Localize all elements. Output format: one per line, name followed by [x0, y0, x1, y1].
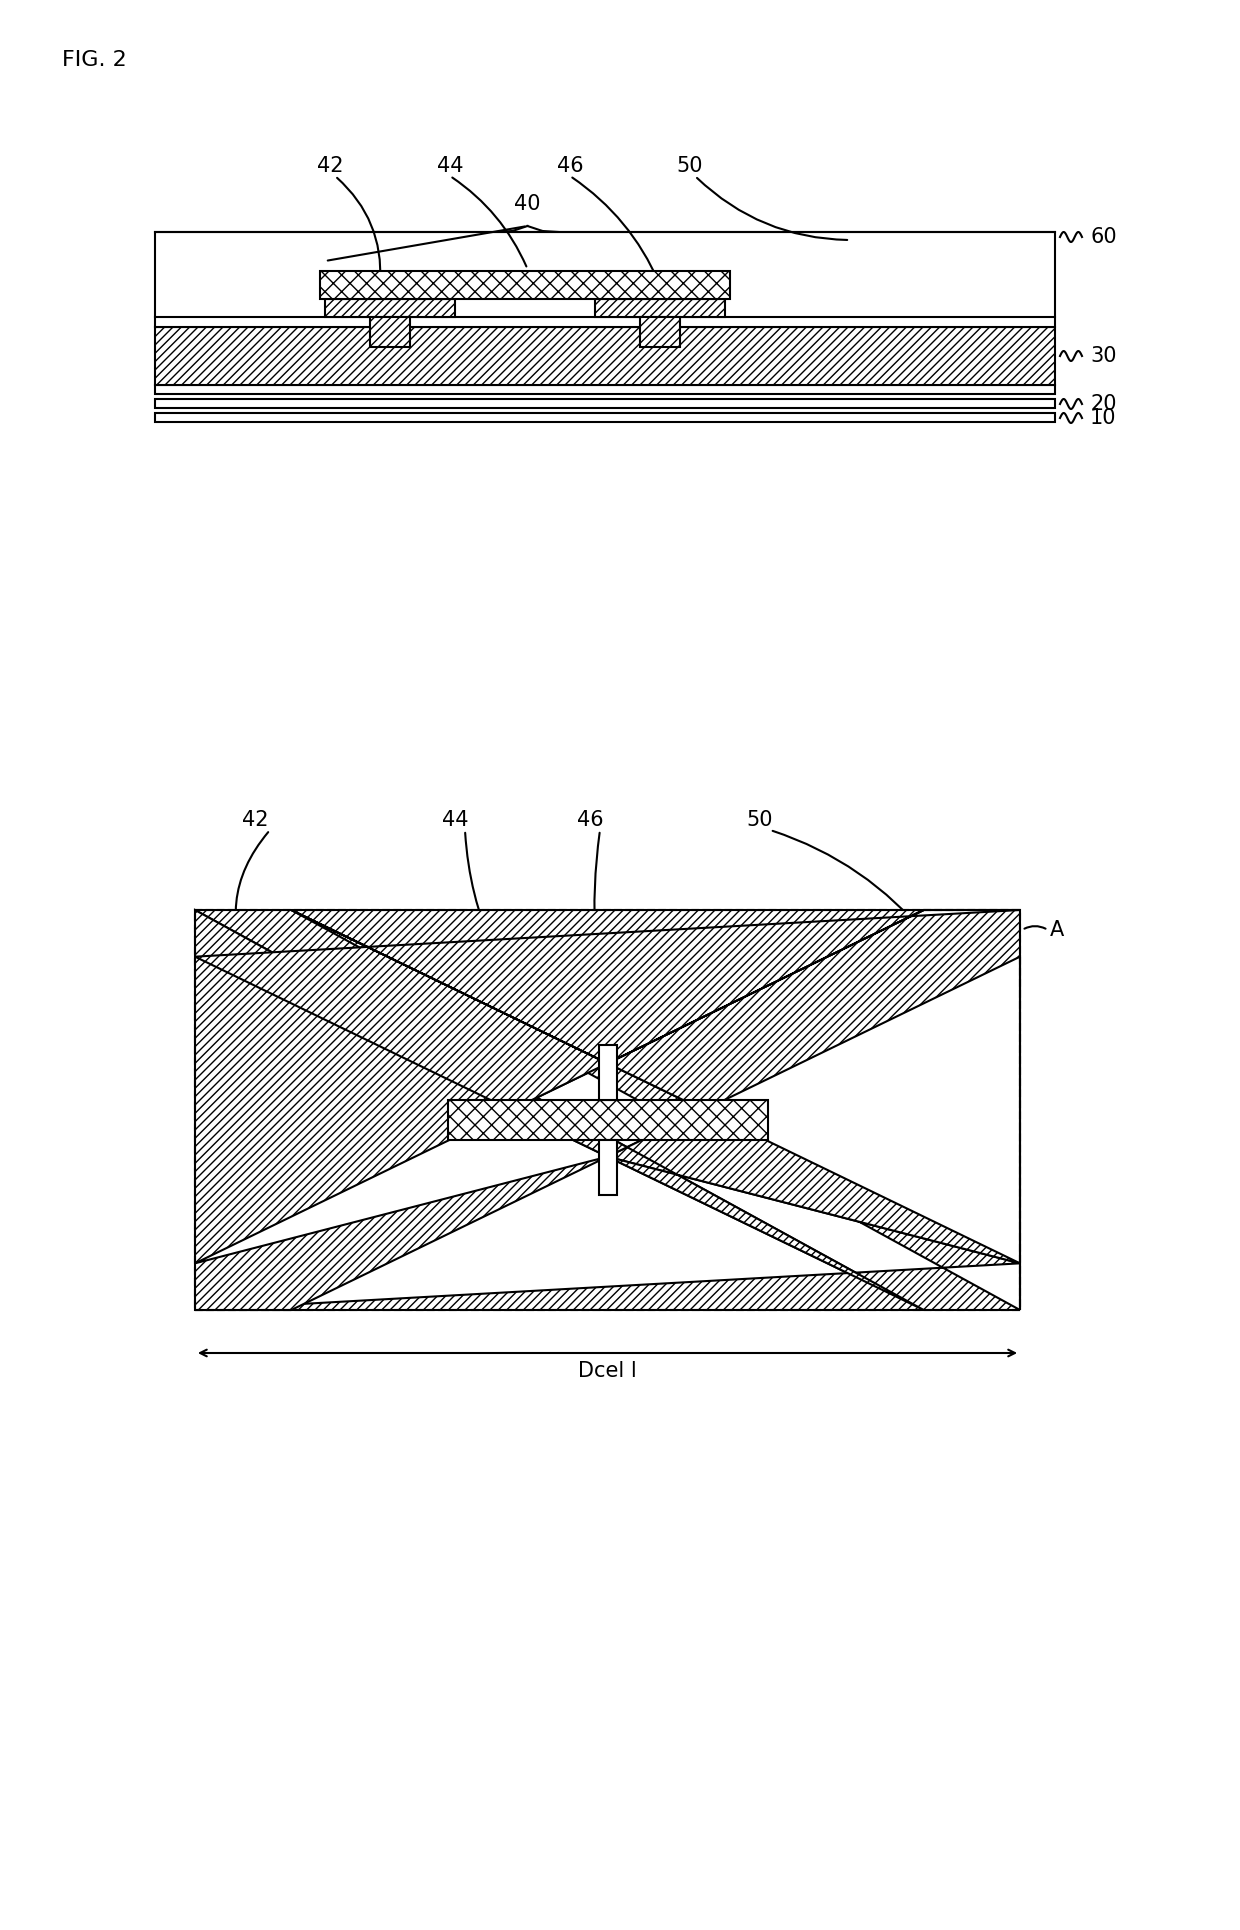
Bar [155, 400, 1055, 407]
Polygon shape [195, 911, 1021, 1310]
Bar [195, 911, 1021, 1310]
Text: FIG. 2: FIG. 2 [62, 50, 126, 69]
Bar [370, 317, 410, 347]
Text: 46: 46 [557, 156, 583, 176]
Bar [599, 1044, 616, 1100]
Bar [155, 384, 1055, 394]
Polygon shape [195, 911, 1021, 1310]
Text: FIG. 3: FIG. 3 [62, 849, 126, 870]
Bar [595, 299, 725, 317]
Text: 30: 30 [1090, 345, 1116, 367]
Bar [640, 317, 680, 347]
Text: 44: 44 [436, 156, 464, 176]
Bar [448, 1100, 768, 1141]
Bar [195, 911, 1021, 1310]
Text: A: A [1050, 921, 1064, 940]
Text: 46: 46 [577, 811, 604, 830]
Text: 20: 20 [1090, 394, 1116, 415]
Text: 60: 60 [1090, 228, 1117, 247]
Bar [599, 1141, 616, 1195]
Text: 10: 10 [1090, 407, 1116, 428]
Bar [155, 232, 1055, 326]
Text: 50: 50 [677, 156, 703, 176]
Polygon shape [0, 672, 1240, 1548]
Bar [320, 270, 730, 299]
Bar [325, 299, 455, 317]
Polygon shape [195, 911, 1021, 1310]
Text: 42: 42 [316, 156, 343, 176]
Text: Dcel l: Dcel l [578, 1361, 637, 1382]
Polygon shape [0, 672, 1240, 1548]
Text: 50: 50 [746, 811, 774, 830]
Text: 40: 40 [515, 195, 541, 214]
Bar [155, 413, 1055, 423]
Text: 44: 44 [441, 811, 469, 830]
Text: 42: 42 [242, 811, 268, 830]
Bar [155, 326, 1055, 384]
Polygon shape [195, 911, 1021, 1310]
